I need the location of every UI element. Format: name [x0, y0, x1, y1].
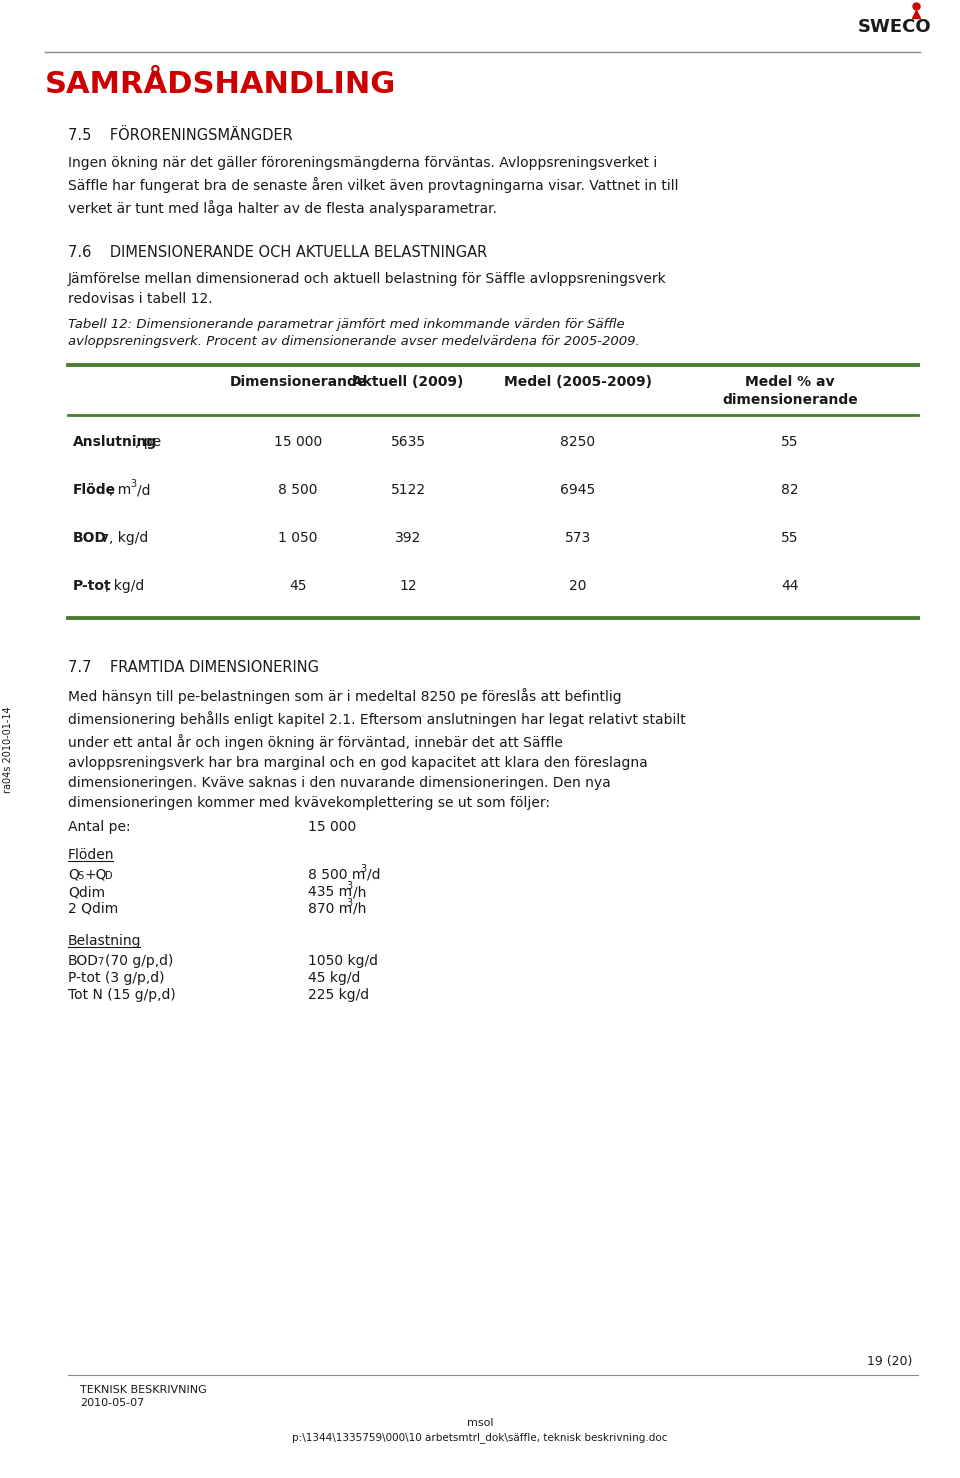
Text: Aktuell (2009): Aktuell (2009): [352, 375, 464, 389]
Text: 19 (20): 19 (20): [867, 1355, 912, 1369]
Text: +Q: +Q: [84, 868, 107, 882]
Text: 6945: 6945: [561, 483, 595, 497]
Text: 1050 kg/d: 1050 kg/d: [308, 953, 378, 968]
Text: 2010-05-07: 2010-05-07: [80, 1398, 144, 1409]
Text: 3: 3: [360, 865, 366, 873]
Text: Medel (2005-2009): Medel (2005-2009): [504, 375, 652, 389]
Text: Anslutning: Anslutning: [73, 435, 157, 449]
Text: Ingen ökning när det gäller föroreningsmängderna förväntas. Avloppsreningsverket: Ingen ökning när det gäller föroreningsm…: [68, 157, 679, 216]
Text: 55: 55: [781, 435, 799, 449]
Text: Q: Q: [68, 868, 79, 882]
Text: 8 500: 8 500: [278, 483, 318, 497]
Text: Flöden: Flöden: [68, 848, 114, 862]
Text: Tabell 12: Dimensionerande parametrar jämfört med inkommande värden för Säffle
a: Tabell 12: Dimensionerande parametrar jä…: [68, 318, 639, 347]
Text: (70 g/p,d): (70 g/p,d): [105, 953, 174, 968]
Text: 870 m: 870 m: [308, 902, 352, 916]
Text: Medel % av
dimensionerande: Medel % av dimensionerande: [722, 375, 858, 408]
Text: , pe: , pe: [135, 435, 161, 449]
Text: 573: 573: [564, 531, 591, 545]
Text: 45: 45: [289, 579, 307, 593]
Text: /h: /h: [353, 885, 367, 899]
Text: 7: 7: [101, 534, 108, 544]
Text: 82: 82: [781, 483, 799, 497]
Text: 8 500 m: 8 500 m: [308, 868, 366, 882]
Text: Qdim: Qdim: [68, 885, 106, 899]
Text: 3: 3: [346, 881, 352, 891]
Text: SAMRÅDSHANDLING: SAMRÅDSHANDLING: [45, 69, 396, 99]
Text: 7.5    FÖRORENINGSMÄNGDER: 7.5 FÖRORENINGSMÄNGDER: [68, 129, 293, 143]
Text: 5122: 5122: [391, 483, 425, 497]
Text: , m: , m: [109, 483, 132, 497]
Text: P-tot (3 g/p,d): P-tot (3 g/p,d): [68, 971, 164, 984]
Text: 3: 3: [346, 899, 352, 907]
Text: 44: 44: [781, 579, 799, 593]
Text: Med hänsyn till pe-belastningen som är i medeltal 8250 pe föreslås att befintlig: Med hänsyn till pe-belastningen som är i…: [68, 687, 685, 810]
Text: p:\1344\1335759\000\10 arbetsmtrl_dok\säffle, teknisk beskrivning.doc: p:\1344\1335759\000\10 arbetsmtrl_dok\sä…: [292, 1432, 668, 1443]
Text: Jämförelse mellan dimensionerad och aktuell belastning för Säffle avloppsrenings: Jämförelse mellan dimensionerad och aktu…: [68, 272, 667, 306]
Text: ra04s 2010-01-14: ra04s 2010-01-14: [3, 706, 13, 794]
Text: 225 kg/d: 225 kg/d: [308, 987, 370, 1002]
Text: D: D: [105, 871, 112, 881]
Text: 392: 392: [395, 531, 421, 545]
Text: 1 050: 1 050: [278, 531, 318, 545]
Text: /d: /d: [367, 868, 380, 882]
Text: Dimensionerande: Dimensionerande: [229, 375, 367, 389]
Text: 435 m: 435 m: [308, 885, 352, 899]
Text: 7.6    DIMENSIONERANDE OCH AKTUELLA BELASTNINGAR: 7.6 DIMENSIONERANDE OCH AKTUELLA BELASTN…: [68, 245, 488, 260]
Text: 12: 12: [399, 579, 417, 593]
Text: 2 Qdim: 2 Qdim: [68, 902, 118, 916]
Text: /h: /h: [353, 902, 367, 916]
Text: 3: 3: [130, 479, 136, 489]
Text: SWECO: SWECO: [858, 18, 931, 35]
Text: , kg/d: , kg/d: [105, 579, 144, 593]
Text: BOD: BOD: [73, 531, 107, 545]
Text: 7.7    FRAMTIDA DIMENSIONERING: 7.7 FRAMTIDA DIMENSIONERING: [68, 661, 319, 675]
Text: BOD: BOD: [68, 953, 99, 968]
Text: 55: 55: [781, 531, 799, 545]
Text: 45 kg/d: 45 kg/d: [308, 971, 360, 984]
Text: /d: /d: [137, 483, 151, 497]
Text: P-tot: P-tot: [73, 579, 111, 593]
Text: msol: msol: [467, 1417, 493, 1428]
Text: 20: 20: [569, 579, 587, 593]
Text: S: S: [77, 871, 84, 881]
Text: 7: 7: [97, 956, 104, 967]
Text: Tot N (15 g/p,d): Tot N (15 g/p,d): [68, 987, 176, 1002]
Text: Antal pe:: Antal pe:: [68, 820, 131, 834]
Text: 5635: 5635: [391, 435, 425, 449]
Text: Belastning: Belastning: [68, 934, 141, 947]
Text: , kg/d: , kg/d: [109, 531, 148, 545]
Text: 8250: 8250: [561, 435, 595, 449]
Text: TEKNISK BESKRIVNING: TEKNISK BESKRIVNING: [80, 1385, 206, 1395]
Text: Flöde: Flöde: [73, 483, 116, 497]
Text: 15 000: 15 000: [274, 435, 323, 449]
Text: 15 000: 15 000: [308, 820, 356, 834]
